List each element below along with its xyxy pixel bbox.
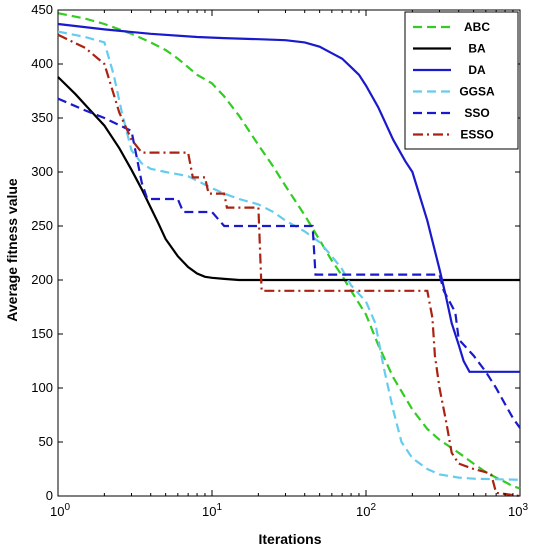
ticks-layer: 0 50 100 150 200 250 300 350 400 450 100 101 102 103	[31, 2, 528, 519]
series-line-da	[57, 22, 520, 373]
legend-label-sso: SSO	[464, 106, 489, 120]
y-tick-label: 150	[31, 326, 53, 341]
y-axis-label: Average fitness value	[4, 178, 20, 322]
legend-label-abc: ABC	[464, 20, 490, 34]
series-line-ggsa	[57, 30, 521, 481]
series-line-sso	[57, 97, 521, 429]
x-tick-label: 103	[508, 502, 528, 519]
y-tick-label: 400	[31, 56, 53, 71]
x-tick-label: 100	[50, 502, 70, 519]
y-tick-label: 100	[31, 380, 53, 395]
legend-label-ggsa: GGSA	[459, 85, 495, 99]
series-line-ba	[57, 76, 520, 282]
y-tick-label: 300	[31, 164, 53, 179]
legend-label-esso: ESSO	[460, 128, 493, 142]
x-tick-label: 102	[356, 502, 376, 519]
y-tick-label: 0	[46, 488, 53, 503]
y-tick-label: 250	[31, 218, 53, 233]
y-tick-label: 450	[31, 2, 53, 17]
series-line-esso	[57, 33, 521, 498]
y-tick-label: 350	[31, 110, 53, 125]
x-tick-label: 101	[202, 502, 222, 519]
x-axis-label: Iterations	[258, 531, 321, 547]
series-line-abc	[57, 12, 521, 490]
legend: ABC BA DA GGSA SSO ESSO	[404, 11, 519, 150]
legend-label-da: DA	[468, 63, 486, 77]
legend-label-ba: BA	[468, 42, 486, 56]
y-tick-label: 200	[31, 272, 53, 287]
series-layer	[57, 12, 521, 498]
legend-box	[404, 11, 519, 150]
y-tick-label: 50	[39, 434, 53, 449]
